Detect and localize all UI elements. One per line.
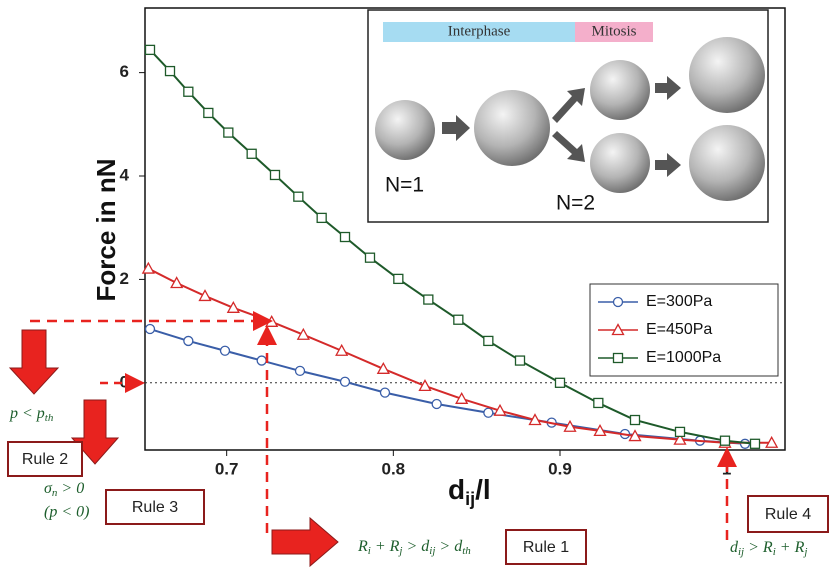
data-point xyxy=(364,252,376,263)
data-point xyxy=(339,231,351,243)
data-point xyxy=(203,107,214,119)
inset-arrows xyxy=(442,76,681,177)
rule-label: Rule 3 xyxy=(132,499,178,516)
cell xyxy=(375,100,435,160)
y-tick-label: 0 xyxy=(120,372,129,391)
cell xyxy=(689,125,765,201)
data-point xyxy=(144,44,156,56)
phase-label: Interphase xyxy=(448,23,511,39)
series-line xyxy=(147,267,772,444)
data-point xyxy=(483,335,494,347)
data-point xyxy=(674,426,686,438)
legend-label: E=450Pa xyxy=(646,321,712,338)
data-point xyxy=(164,65,176,77)
phase-label: Mitosis xyxy=(591,23,636,39)
legend-label: E=1000Pa xyxy=(646,349,721,366)
inset: Interphase Mitosis N=1 N=2 xyxy=(367,9,769,223)
data-point xyxy=(293,191,304,202)
y-tick-label: 2 xyxy=(120,269,129,288)
data-point xyxy=(339,376,351,387)
y-axis-label: Force in nN xyxy=(91,158,121,301)
cell xyxy=(590,60,650,120)
data-point xyxy=(493,403,507,416)
rule-label: Rule 1 xyxy=(523,539,569,556)
data-point xyxy=(554,377,566,388)
data-point xyxy=(219,345,231,356)
data-point xyxy=(376,361,390,374)
data-point xyxy=(269,169,281,181)
data-point xyxy=(316,212,327,224)
legend-marker xyxy=(612,352,624,364)
rule-box xyxy=(105,489,205,525)
data-point xyxy=(379,387,391,398)
data-point xyxy=(673,432,687,445)
data-point xyxy=(418,379,432,392)
big-arrow xyxy=(70,399,120,465)
x-tick-label: 0.8 xyxy=(382,459,406,478)
data-point xyxy=(514,355,526,366)
data-point xyxy=(183,335,194,347)
condition: Ri + Rj > dij > dth xyxy=(357,538,471,557)
data-point xyxy=(335,343,349,356)
data-point xyxy=(223,127,234,138)
condition: p < pth xyxy=(9,405,54,424)
series-line xyxy=(149,49,756,445)
y-tick-label: 6 xyxy=(120,62,129,81)
condition: σn > 0 xyxy=(44,480,84,499)
cell xyxy=(590,133,650,193)
legend-label: E=300Pa xyxy=(646,293,712,310)
data-point xyxy=(393,273,404,285)
data-point xyxy=(170,276,184,289)
big-arrow xyxy=(8,329,60,395)
rule-box xyxy=(747,495,829,533)
interphase-bar xyxy=(383,22,575,42)
annotations: p < pth Rule 2 σn > 0 (p < 0) Rule 3 Ri … xyxy=(7,311,829,568)
cell-count: N=2 xyxy=(556,192,595,215)
data-point xyxy=(765,435,779,448)
y-tick-label: 4 xyxy=(120,165,130,184)
mitosis-bar xyxy=(575,22,653,42)
data-point xyxy=(256,355,267,366)
data-point xyxy=(431,398,442,410)
data-point xyxy=(141,261,155,274)
data-point xyxy=(423,294,434,305)
legend-marker xyxy=(612,296,624,308)
data-point xyxy=(144,323,156,335)
data-point xyxy=(749,438,761,449)
data-point xyxy=(198,289,212,302)
data-point xyxy=(593,397,604,409)
rule-box xyxy=(505,529,587,565)
legend-marker xyxy=(611,323,625,336)
big-arrow xyxy=(271,516,339,568)
x-axis-label: dij/l xyxy=(448,474,491,508)
condition: (p < 0) xyxy=(44,504,89,521)
data-point xyxy=(296,327,310,340)
rule-label: Rule 2 xyxy=(22,451,68,468)
data-point xyxy=(593,424,607,437)
data-point xyxy=(483,407,494,418)
data-point xyxy=(719,435,731,446)
x-tick-label: 0.7 xyxy=(215,459,239,478)
x-tick-label: 0.9 xyxy=(548,459,572,478)
data-point xyxy=(453,314,464,325)
data-point xyxy=(294,365,306,377)
plot-frame xyxy=(144,7,786,451)
data-point xyxy=(628,429,642,442)
data-point xyxy=(246,148,257,159)
data-point xyxy=(528,413,542,426)
data-point xyxy=(183,86,194,97)
rule-label: Rule 4 xyxy=(765,506,811,523)
cell-count: N=1 xyxy=(385,174,424,197)
rule-box xyxy=(7,441,83,477)
data-point xyxy=(629,414,641,426)
cell xyxy=(689,37,765,113)
condition: dij > Ri + Rj xyxy=(730,539,807,558)
data-point xyxy=(563,419,577,432)
data-point xyxy=(455,391,469,404)
cell xyxy=(474,90,550,166)
data-point xyxy=(226,300,240,313)
